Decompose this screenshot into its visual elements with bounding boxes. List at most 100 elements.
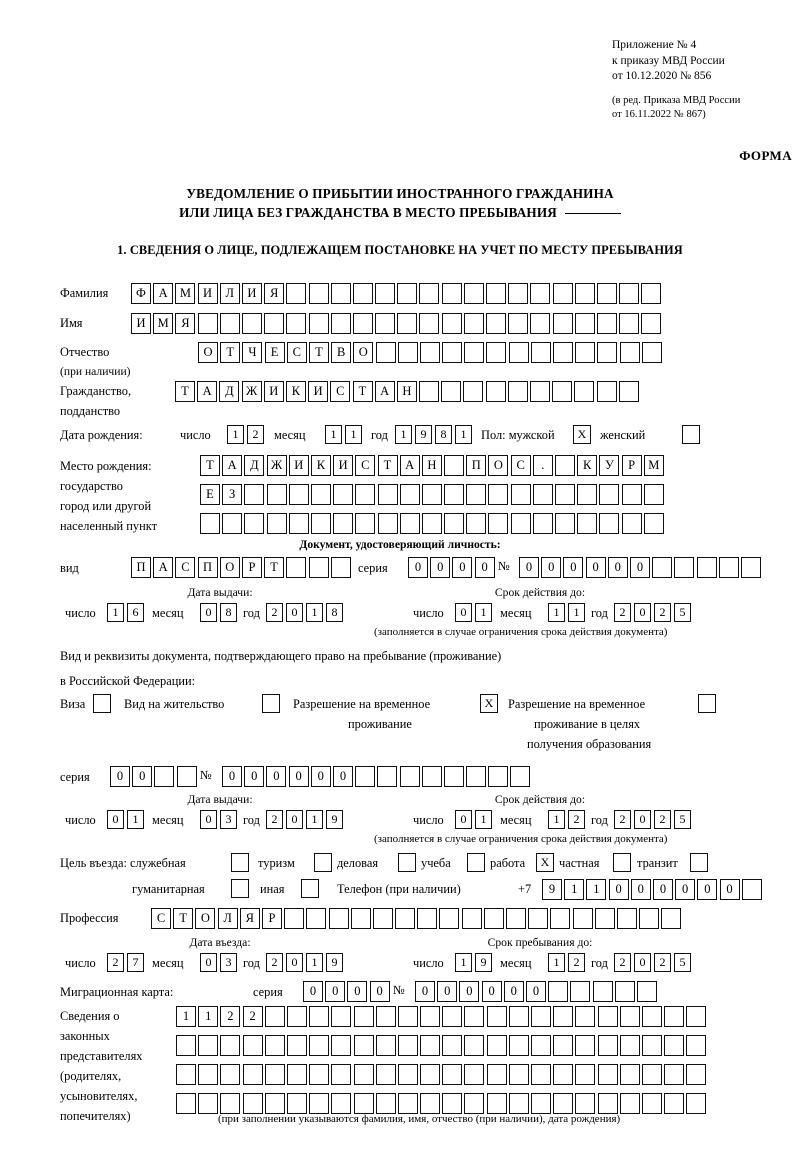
char-box[interactable] (309, 1064, 330, 1085)
char-box[interactable] (350, 908, 371, 929)
char-box[interactable]: Д (219, 381, 240, 402)
checkbox-purpose-humanitarian[interactable] (231, 879, 249, 898)
char-box[interactable] (419, 313, 440, 334)
char-box[interactable] (574, 381, 595, 402)
char-box[interactable]: Р (621, 455, 642, 476)
char-box[interactable] (464, 1035, 485, 1056)
char-box[interactable] (597, 1093, 618, 1114)
char-box[interactable] (353, 1093, 374, 1114)
char-box[interactable] (397, 342, 418, 363)
char-box[interactable]: 1 (176, 1006, 196, 1027)
char-box[interactable]: 0 (200, 603, 217, 622)
char-box[interactable] (508, 1064, 529, 1085)
char-box[interactable] (508, 1093, 529, 1114)
char-box[interactable] (200, 513, 220, 534)
char-box[interactable]: 9 (542, 879, 562, 900)
char-box[interactable]: 6 (127, 603, 144, 622)
char-box[interactable] (643, 513, 664, 534)
char-box[interactable] (377, 513, 398, 534)
char-box[interactable]: 2 (107, 953, 124, 972)
char-box[interactable] (176, 766, 197, 787)
char-box[interactable] (331, 1093, 352, 1114)
char-box[interactable] (552, 313, 573, 334)
char-box[interactable] (510, 766, 531, 787)
char-box[interactable]: С (175, 557, 196, 578)
char-box[interactable]: 9 (415, 425, 432, 444)
char-box[interactable]: О (198, 342, 218, 363)
char-box[interactable]: 0 (310, 766, 331, 787)
char-box[interactable] (531, 1064, 551, 1085)
char-box[interactable] (553, 1093, 574, 1114)
char-box[interactable]: 0 (132, 766, 153, 787)
checkbox-purpose-business[interactable] (398, 853, 416, 872)
char-box[interactable]: 1 (586, 879, 607, 900)
char-box[interactable] (309, 1006, 330, 1027)
char-box[interactable] (444, 513, 465, 534)
char-box[interactable] (641, 342, 662, 363)
char-box[interactable]: 0 (525, 981, 546, 1002)
char-box[interactable] (309, 1093, 330, 1114)
char-box[interactable] (486, 1093, 507, 1114)
char-box[interactable]: 0 (634, 953, 651, 972)
char-box[interactable]: Ж (241, 381, 262, 402)
char-box[interactable] (619, 342, 640, 363)
char-box[interactable] (664, 1064, 685, 1085)
char-box[interactable] (553, 1035, 574, 1056)
char-box[interactable] (375, 283, 396, 304)
char-box[interactable]: Я (239, 908, 260, 929)
char-box[interactable] (575, 1035, 596, 1056)
char-box[interactable]: 1 (306, 603, 323, 622)
char-box[interactable]: 1 (548, 603, 565, 622)
char-box[interactable] (696, 557, 717, 578)
char-box[interactable] (652, 557, 673, 578)
char-box[interactable]: 2 (568, 810, 585, 829)
checkbox-visa[interactable] (93, 694, 111, 713)
char-box[interactable] (486, 1064, 507, 1085)
char-box[interactable]: 1 (475, 603, 492, 622)
char-box[interactable] (508, 283, 529, 304)
char-box[interactable]: 0 (266, 766, 287, 787)
char-box[interactable]: 1 (198, 1006, 219, 1027)
char-box[interactable]: 0 (541, 557, 562, 578)
char-box[interactable] (718, 557, 739, 578)
char-box[interactable] (574, 283, 595, 304)
char-box[interactable] (399, 766, 420, 787)
char-box[interactable] (375, 1093, 396, 1114)
char-box[interactable]: С (151, 908, 171, 929)
char-box[interactable] (508, 1035, 529, 1056)
char-box[interactable]: Т (220, 342, 241, 363)
char-box[interactable] (176, 1064, 196, 1085)
char-box[interactable] (510, 484, 531, 505)
char-box[interactable] (552, 381, 573, 402)
char-box[interactable] (441, 313, 462, 334)
char-box[interactable] (486, 313, 506, 334)
char-box[interactable]: 0 (200, 810, 217, 829)
char-box[interactable]: 0 (369, 981, 390, 1002)
char-box[interactable] (664, 1035, 685, 1056)
char-box[interactable]: А (399, 455, 420, 476)
char-box[interactable] (286, 1006, 307, 1027)
char-box[interactable] (176, 1035, 196, 1056)
char-box[interactable]: 0 (519, 557, 539, 578)
char-box[interactable] (353, 1006, 374, 1027)
char-box[interactable]: М (153, 313, 174, 334)
char-box[interactable] (333, 513, 354, 534)
char-box[interactable] (308, 283, 329, 304)
char-box[interactable] (308, 557, 329, 578)
char-box[interactable]: 9 (475, 953, 492, 972)
char-box[interactable] (510, 513, 531, 534)
char-box[interactable] (553, 342, 573, 363)
char-box[interactable] (555, 484, 575, 505)
